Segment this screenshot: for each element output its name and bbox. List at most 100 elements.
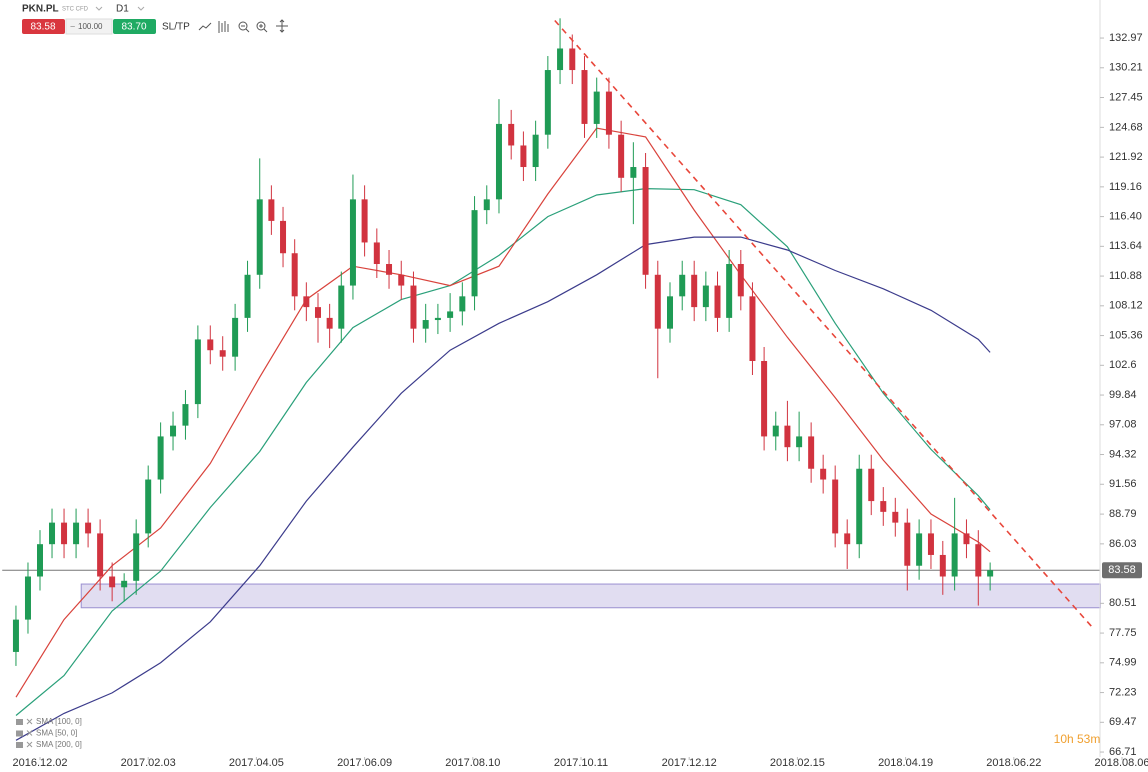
candle-body — [73, 522, 80, 545]
candle-body — [761, 360, 768, 437]
candle-body — [593, 91, 600, 124]
y-tick-label: 66.71 — [1109, 746, 1137, 758]
legend-close — [26, 741, 33, 748]
legend-icon — [16, 742, 23, 748]
candle-body — [207, 339, 214, 351]
x-tick-label: 2018.04.19 — [878, 757, 933, 769]
candle-body — [326, 317, 333, 329]
volume-clip: 100.00 — [78, 22, 103, 31]
symbol[interactable]: PKN.PL — [22, 4, 59, 15]
zoom-out-icon — [241, 25, 250, 33]
x-tick-label: 2017.10.11 — [554, 757, 608, 769]
candle-body — [85, 522, 92, 534]
y-tick-label: 105.36 — [1109, 329, 1143, 341]
minus[interactable]: − — [70, 21, 75, 31]
candle-body — [737, 264, 744, 297]
zoom-in-icon[interactable] — [256, 21, 266, 31]
y-tick-label: 80.51 — [1109, 597, 1137, 609]
candle-body — [880, 501, 887, 512]
candle-body — [796, 436, 803, 448]
candle-body — [714, 285, 721, 318]
candle-body — [808, 436, 815, 469]
line-chart-icon[interactable] — [198, 22, 212, 31]
y-tick-label: 119.16 — [1109, 181, 1142, 193]
zoom-in-icon — [259, 24, 268, 33]
candle-body — [109, 576, 116, 588]
buy-button[interactable] — [113, 19, 156, 34]
candle-body — [12, 619, 19, 652]
candle-body — [133, 533, 140, 581]
x-tick-label: 2017.02.03 — [121, 757, 176, 769]
x-tick-label: 2017.04.05 — [229, 757, 284, 769]
toolbar: PKN.PL STC CFD D1 83.58 − 100.00 83.70 S… — [22, 4, 288, 35]
candle-body — [772, 425, 779, 437]
interval[interactable]: D1 — [116, 4, 129, 15]
y-tick-label: 88.79 — [1109, 508, 1137, 520]
y-tick-label: 99.84 — [1109, 389, 1137, 401]
candle-body — [702, 285, 709, 308]
legend-icon — [16, 719, 23, 725]
volume-field[interactable] — [65, 18, 113, 35]
candle-body — [605, 91, 612, 135]
candle-body — [667, 296, 674, 329]
y-tick-label: 110.88 — [1109, 270, 1142, 282]
candle-body — [520, 145, 527, 168]
current-price-box — [1102, 562, 1142, 579]
candle-body — [338, 285, 345, 329]
x-tick-label: 2017.06.09 — [337, 757, 392, 769]
candle-body — [630, 167, 637, 178]
candle-body — [856, 468, 863, 545]
volume: 100.00 — [78, 22, 103, 31]
candle-body — [303, 296, 310, 308]
candle-body — [280, 220, 287, 254]
candle-body — [832, 479, 839, 534]
candle-body — [581, 70, 588, 124]
y-tick-label: 121.92 — [1109, 151, 1143, 163]
candle-icon[interactable] — [218, 21, 229, 33]
candle-body — [145, 479, 152, 534]
candle-body — [618, 134, 625, 178]
candle-body — [157, 436, 164, 480]
candle-body — [892, 511, 899, 523]
y-tick-label: 116.40 — [1109, 210, 1142, 222]
candle-body — [349, 199, 356, 286]
y-tick-label: 124.68 — [1109, 121, 1143, 133]
candle-body — [194, 339, 201, 405]
candle-body — [24, 576, 31, 620]
candle-body — [97, 533, 104, 577]
candle-body — [495, 123, 502, 200]
candle-body — [291, 253, 298, 297]
candle-body — [820, 468, 827, 480]
pan-icon[interactable] — [276, 19, 288, 33]
x-tick-label: 2018.08.06 — [1094, 757, 1148, 769]
sltp[interactable]: SL/TP — [162, 22, 190, 33]
y-tick-label: 132.97 — [1109, 32, 1143, 44]
candle-body — [49, 522, 56, 545]
candle-body — [232, 317, 239, 357]
legend-close — [26, 730, 33, 736]
candle-body — [868, 468, 875, 502]
sell-button[interactable] — [22, 19, 65, 34]
y-tick-label: 102.6 — [1109, 359, 1137, 371]
candle-body — [939, 554, 946, 577]
x-tick-label: 2018.02.15 — [770, 757, 825, 769]
candle-body — [642, 167, 649, 275]
candle-body — [170, 425, 177, 437]
candle-body — [569, 48, 576, 71]
dropdown-icon[interactable] — [137, 6, 145, 11]
sma-line — [15, 127, 991, 698]
candle-body — [61, 522, 68, 545]
candle-body — [904, 522, 911, 566]
countdown: 10h 53m — [1054, 732, 1101, 746]
candle-body — [447, 311, 454, 318]
zoom-out-icon[interactable] — [238, 21, 248, 31]
dropdown-icon[interactable] — [95, 6, 103, 11]
candle-body — [256, 199, 263, 275]
sma-line — [15, 236, 991, 741]
candle-body — [410, 285, 417, 329]
candle-body — [508, 123, 515, 146]
candle-body — [422, 320, 429, 329]
candle-body — [244, 274, 251, 318]
